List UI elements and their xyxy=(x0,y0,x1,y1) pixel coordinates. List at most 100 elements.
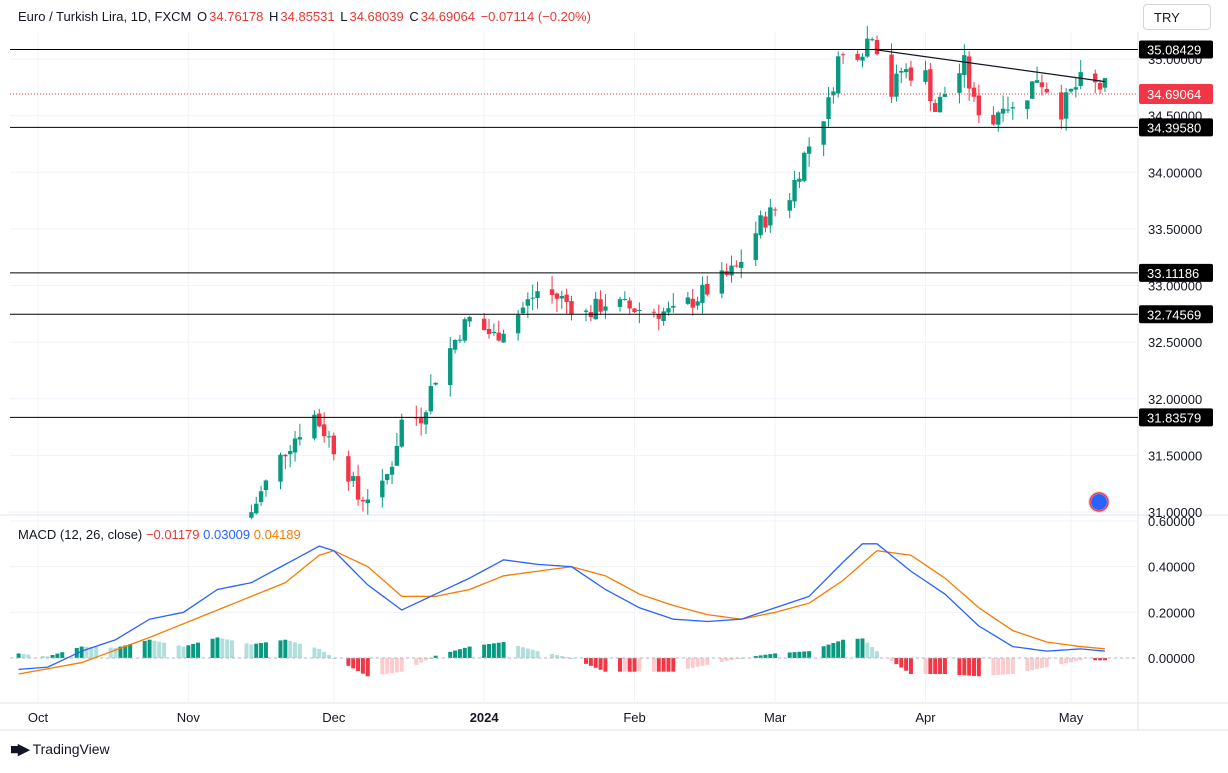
candle-down xyxy=(734,265,739,267)
macd-histogram-bar xyxy=(656,658,661,672)
macd-title[interactable]: MACD (12, 26, close) xyxy=(18,527,143,542)
macd-histogram-bar xyxy=(346,658,351,666)
macd-histogram-bar xyxy=(875,651,880,658)
event-globe-icon-inner xyxy=(1091,494,1107,510)
candle-up xyxy=(535,291,540,299)
candle-up xyxy=(942,94,948,97)
candle-down xyxy=(705,283,710,295)
candle-up xyxy=(530,297,535,299)
price-tick-label: 34.00000 xyxy=(1148,165,1202,180)
candle-up xyxy=(312,414,317,439)
candle-down xyxy=(549,289,555,296)
candle-down xyxy=(991,114,996,125)
macd-histogram-bar xyxy=(297,643,302,658)
candle-down xyxy=(283,454,288,457)
macd-histogram-bar xyxy=(1064,658,1069,664)
macd-histogram-bar xyxy=(152,640,157,658)
macd-header: MACD (12, 26, close) −0.01179 0.03009 0.… xyxy=(18,527,301,542)
macd-histogram-bar xyxy=(326,654,331,658)
macd-histogram-bar xyxy=(380,658,385,675)
macd-histogram-bar xyxy=(360,658,365,674)
macd-tick-label: 0.60000 xyxy=(1148,514,1195,529)
candle-down xyxy=(966,56,972,89)
brand-name[interactable]: TradingView xyxy=(32,741,110,757)
level-label-text: 33.11186 xyxy=(1147,266,1199,281)
high-label: H xyxy=(269,9,279,24)
candle-up xyxy=(462,319,467,341)
macd-histogram-bar xyxy=(1005,658,1010,675)
candle-up xyxy=(515,315,521,334)
macd-histogram-bar xyxy=(351,658,356,669)
macd-histogram-bar xyxy=(870,646,875,658)
macd-histogram-bar xyxy=(448,651,453,658)
candle-up xyxy=(894,73,899,97)
macd-histogram-group xyxy=(16,637,1107,677)
price-tick-label: 32.00000 xyxy=(1148,392,1202,407)
macd-histogram-bar xyxy=(16,653,21,658)
macd-histogram-bar xyxy=(331,658,336,659)
macd-histogram-bar xyxy=(191,643,196,658)
macd-histogram-bar xyxy=(26,654,31,658)
macd-histogram-bar xyxy=(254,643,259,658)
candle-up xyxy=(525,299,531,306)
macd-histogram-bar xyxy=(976,658,981,677)
level-label-text: 35.08429 xyxy=(1147,42,1201,57)
candle-up xyxy=(501,333,506,343)
signal-line xyxy=(18,549,1106,675)
macd-histogram-bar xyxy=(802,651,807,658)
candle-up xyxy=(559,295,564,299)
level-label-box xyxy=(1139,408,1213,427)
macd-histogram-bar xyxy=(860,638,865,658)
price-tick-label: 31.00000 xyxy=(1148,505,1202,520)
candle-down xyxy=(632,308,637,313)
candle-up xyxy=(1068,88,1074,92)
candle-up xyxy=(996,112,1001,125)
macd-histogram-bar xyxy=(196,642,201,658)
price-tick-label: 31.50000 xyxy=(1148,448,1202,463)
macd-histogram-bar xyxy=(229,640,234,658)
last-price-label-text: 34.69064 xyxy=(1147,87,1201,102)
macd-histogram-bar xyxy=(467,646,472,658)
macd-histogram-bar xyxy=(487,643,492,658)
candle-up xyxy=(826,97,831,120)
price-tick-label: 33.00000 xyxy=(1148,279,1202,294)
macd-histogram-bar xyxy=(705,658,710,665)
macd-histogram-bar xyxy=(423,658,428,661)
macd-histogram-bar xyxy=(1030,658,1035,671)
macd-histogram-bar xyxy=(753,656,758,658)
candle-up xyxy=(326,436,332,438)
candle-up xyxy=(899,71,904,73)
candle-down xyxy=(346,456,351,482)
macd-histogram-bar xyxy=(1035,658,1040,670)
macd-histogram-bar xyxy=(1093,658,1098,661)
macd-histogram-bar xyxy=(889,658,894,661)
candle-up xyxy=(685,297,691,304)
macd-histogram-bar xyxy=(142,640,147,658)
candle-up xyxy=(297,437,303,440)
candle-down xyxy=(1039,82,1045,88)
candle-up xyxy=(758,215,763,236)
candle-down xyxy=(933,103,938,113)
macd-tick-label: 0.00000 xyxy=(1148,651,1195,666)
currency-button[interactable]: TRY xyxy=(1143,4,1211,30)
candle-down xyxy=(355,476,361,500)
candle-up xyxy=(797,178,802,182)
symbol-title[interactable]: Euro / Turkish Lira, 1D, FXCM xyxy=(18,9,192,24)
time-axis-label: Mar xyxy=(764,710,787,725)
candle-up xyxy=(389,466,395,475)
candle-up xyxy=(380,480,385,498)
macd-histogram-bar xyxy=(967,658,972,676)
macd-histogram-bar xyxy=(996,658,1001,675)
candle-up xyxy=(258,491,264,503)
candle-up xyxy=(753,233,758,261)
macd-histogram-bar xyxy=(569,658,574,659)
candle-down xyxy=(554,293,560,299)
candle-down xyxy=(321,424,327,437)
macd-histogram-value: −0.01179 xyxy=(145,527,200,542)
candle-up xyxy=(1010,107,1016,109)
macd-histogram-bar xyxy=(491,643,496,658)
macd-histogram-bar xyxy=(176,645,181,658)
macd-histogram-bar xyxy=(365,658,370,677)
macd-histogram-bar xyxy=(904,658,909,671)
